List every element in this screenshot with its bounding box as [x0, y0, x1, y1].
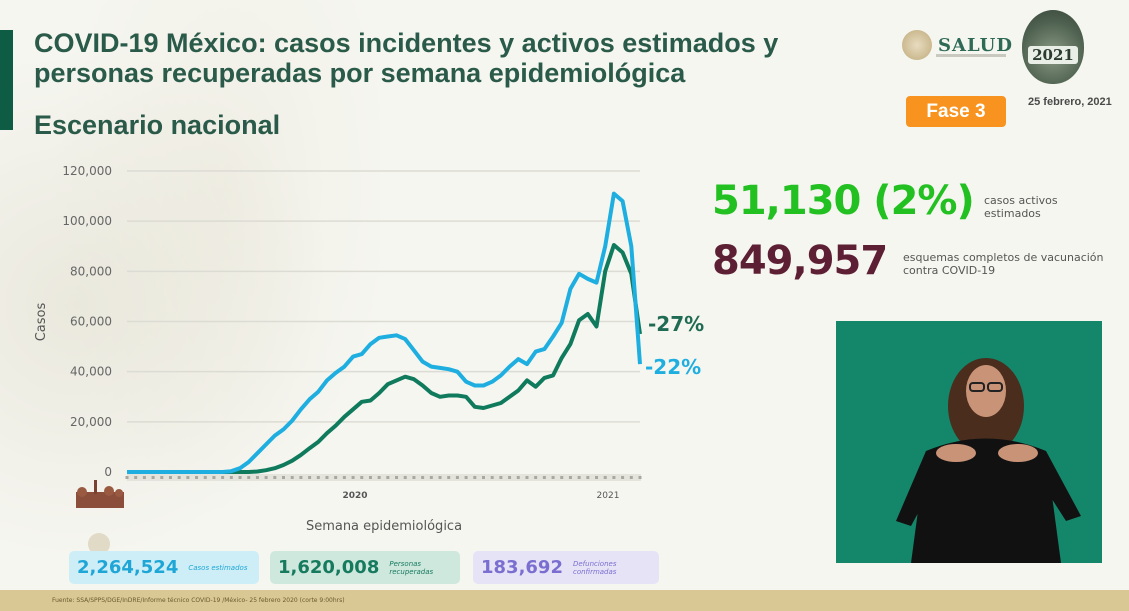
- page-subtitle: Escenario nacional: [34, 110, 281, 140]
- total-recovered-label: Personas recuperadas: [389, 559, 434, 576]
- incident-cases-line: [127, 191, 642, 474]
- total-recovered: 1,620,008 Personas recuperadas: [270, 551, 460, 584]
- source-footer: Fuente: SSA/SPPS/DGE/InDRE/Informe técni…: [0, 590, 1129, 611]
- vaccination-label: esquemas completos de vacunación contra …: [903, 251, 1104, 277]
- city-skyline-icon: [76, 480, 124, 508]
- total-estimated-cases-value: 2,264,524: [77, 557, 179, 578]
- report-date: 25 febrero, 2021: [1028, 96, 1112, 108]
- page-title: COVID-19 México: casos incidentes y acti…: [34, 28, 779, 88]
- svg-text:120,000: 120,000: [62, 164, 112, 178]
- salud-logo-text: SALUD: [938, 34, 1013, 56]
- svg-text:0: 0: [104, 465, 112, 479]
- active-cases-line: [127, 243, 642, 474]
- active-cases-label: casos activos estimados: [984, 194, 1058, 220]
- interpreter-figure: [896, 358, 1081, 563]
- emblem-year: 2021: [1028, 46, 1078, 64]
- svg-text:40,000: 40,000: [70, 365, 112, 379]
- watermark-seal-icon: [88, 533, 110, 555]
- source-text: Fuente: SSA/SPPS/DGE/InDRE/Informe técni…: [52, 597, 345, 604]
- svg-text:80,000: 80,000: [70, 264, 112, 278]
- chart-y-ticks: 0 20,000 40,000 60,000 80,000 100,000 120,000: [62, 164, 112, 479]
- svg-text:60,000: 60,000: [70, 315, 112, 329]
- x-axis-week-strip: [127, 474, 641, 481]
- sign-language-interpreter-video: [836, 321, 1102, 563]
- vaccination-value: 849,957: [712, 238, 888, 284]
- incident-cases-change-label: -22%: [645, 355, 701, 379]
- svg-text:100,000: 100,000: [62, 214, 112, 228]
- year-label-2021: 2021: [597, 491, 620, 501]
- total-deaths-value: 183,692: [481, 557, 563, 578]
- total-recovered-value: 1,620,008: [278, 557, 380, 578]
- y-axis-title: Casos: [34, 303, 49, 342]
- total-estimated-cases-label: Casos estimados: [188, 563, 248, 572]
- salud-logo-subtitle: [936, 54, 1006, 57]
- chart-gridlines: [127, 170, 640, 423]
- active-cases-value: 51,130 (2%): [712, 178, 975, 224]
- active-cases-change-label: -27%: [648, 312, 704, 336]
- chart-x-ticks: [125, 476, 642, 479]
- svg-text:20,000: 20,000: [70, 415, 112, 429]
- year-2021-emblem: 2021: [1022, 10, 1084, 84]
- mexico-seal-icon: [902, 30, 932, 60]
- salud-logo: SALUD: [902, 30, 1013, 60]
- phase-badge: Fase 3: [906, 96, 1006, 127]
- total-deaths-label: Defunciones confirmadas: [572, 559, 617, 576]
- total-estimated-cases: 2,264,524 Casos estimados: [69, 551, 259, 584]
- title-accent-bar: [0, 30, 13, 130]
- total-deaths: 183,692 Defunciones confirmadas: [473, 551, 659, 584]
- x-axis-title: Semana epidemiológica: [306, 519, 462, 534]
- cases-line-chart: 020,00040,00060,00080,000100,000120,000 …: [34, 164, 704, 534]
- year-label-2020: 2020: [342, 491, 367, 501]
